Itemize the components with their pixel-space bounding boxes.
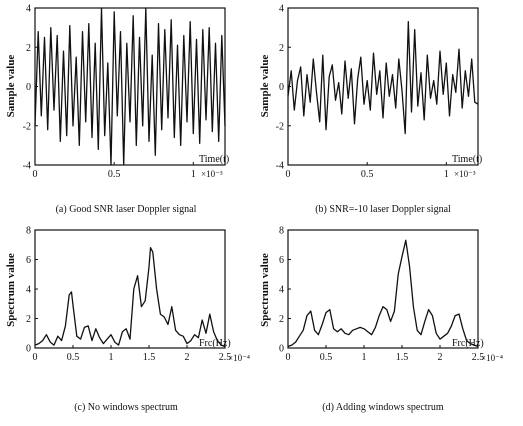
panel-d-window-spectrum: 0 0.5 1 1.5 2 2.5 0 2 4 6 8 Spectrum value Frc(Hz… [259, 226, 503, 414]
panel-a-signal-line [34, 7, 226, 166]
panel-b-ytick-label: -4 [276, 161, 284, 172]
panel-c-ytick-label: 0 [26, 344, 31, 355]
panel-a-xtick-label: 0.5 [108, 169, 121, 180]
panel-b-xtick-label: 0 [286, 169, 291, 180]
panel-c-xtick-label: 2 [185, 352, 190, 363]
panel-a-ylabel: Sample value [5, 55, 17, 118]
panel-c-caption: (c) No windows spectrum [74, 402, 178, 413]
panel-b-signal-line [287, 21, 479, 135]
panel-a-ytick-label: 4 [26, 4, 31, 15]
panel-c-ytick-label: 6 [26, 255, 31, 266]
panel-c-xlabel: Frc(Hz) [199, 338, 231, 349]
panel-d-ytick-label: 6 [279, 255, 284, 266]
panel-b-x-multiplier: ×10⁻³ [454, 169, 476, 179]
panel-c-x-multiplier: ×10⁻⁴ [228, 353, 250, 363]
panel-a-xlabel: Time(t) [199, 154, 229, 165]
panel-d-caption: (d) Adding windows spectrum [322, 402, 444, 413]
panel-b-ytick-label: -2 [276, 121, 284, 132]
panel-a-ytick-label: 0 [26, 82, 31, 93]
panel-d-spectrum-line [287, 239, 479, 348]
panel-d-xtick-label: 1 [362, 352, 367, 363]
panel-b-ylabel: Sample value [259, 55, 271, 118]
panel-a-ytick-label: -2 [23, 121, 31, 132]
panel-d-ytick-label: 4 [279, 285, 284, 296]
panel-d-xtick-label: 0.5 [320, 352, 333, 363]
panel-d-x-multiplier: ×10⁻⁴ [481, 353, 503, 363]
panel-c-ylabel: Spectrum value [5, 253, 17, 327]
panel-a-xtick-label: 1 [191, 169, 196, 180]
panel-a-ytick-label: -4 [23, 161, 31, 172]
panel-b-xtick-label: 1 [444, 169, 449, 180]
panel-d-xtick-label: 2 [438, 352, 443, 363]
panel-c-xtick-label: 1 [109, 352, 114, 363]
panel-a-ytick-label: 2 [26, 43, 31, 54]
panel-d-ytick-label: 8 [279, 226, 284, 237]
panel-d-ylabel: Spectrum value [259, 253, 271, 327]
panel-d-ytick-label: 2 [279, 314, 284, 325]
panel-a-plot-frame [34, 7, 226, 166]
panel-b-caption: (b) SNR=-10 laser Doppler signal [315, 204, 451, 215]
panel-a-xtick-label: 0 [33, 169, 38, 180]
panel-a-caption: (a) Good SNR laser Doppler signal [56, 204, 197, 215]
panel-d-xlabel: Frc(Hz) [452, 338, 484, 349]
panel-c-no-window-spectrum: 0 0.5 1 1.5 2 2.5 0 2 4 6 8 Spectrum value Frc(Hz… [5, 226, 250, 414]
panel-d-xtick-label: 0 [286, 352, 291, 363]
panel-c-ytick-label: 4 [26, 285, 31, 296]
panel-d-ytick-label: 0 [279, 344, 284, 355]
panel-b-ytick-label: 2 [279, 43, 284, 54]
panel-d-xtick-label: 1.5 [396, 352, 409, 363]
panel-a-good-snr-signal: 0 0.5 1 -4 -2 0 2 4 Sample value Time(t) ×10⁻³… [5, 4, 229, 216]
panel-c-xtick-label: 0 [33, 352, 38, 363]
panel-c-spectrum-line [34, 247, 226, 348]
panel-b-xtick-label: 0.5 [361, 169, 374, 180]
panel-c-plot-frame [34, 229, 226, 349]
panel-b-xlabel: Time(t) [452, 154, 482, 165]
panel-b-ytick-label: 0 [279, 82, 284, 93]
panel-c-xtick-label: 1.5 [143, 352, 156, 363]
panel-c-xtick-label: 0.5 [67, 352, 80, 363]
panel-b-ytick-label: 4 [279, 4, 284, 15]
panel-d-xtick-label: 2.5 [472, 352, 485, 363]
panel-c-xtick-label: 2.5 [219, 352, 232, 363]
panel-a-x-multiplier: ×10⁻³ [201, 169, 223, 179]
panel-c-ytick-label: 2 [26, 314, 31, 325]
panel-b-low-snr-signal: 0 0.5 1 -4 -2 0 2 4 Sample value Time(t) ×10⁻³… [259, 4, 482, 216]
panel-c-ytick-label: 8 [26, 226, 31, 237]
